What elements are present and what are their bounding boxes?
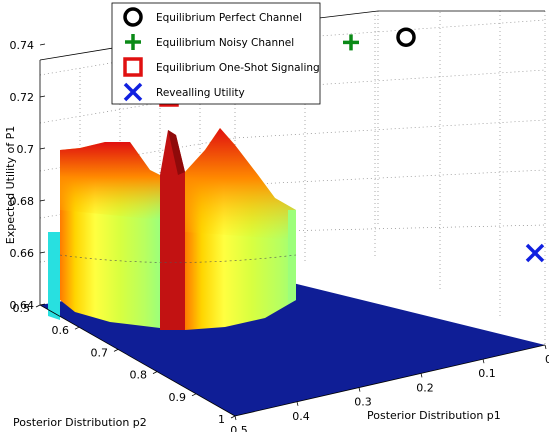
z-tick-mark xyxy=(39,199,46,202)
legend-marker-plus xyxy=(125,34,141,50)
x-tick-mark xyxy=(296,401,299,406)
y-tick-mark xyxy=(191,393,197,397)
z-axis-ticks: 0.64 0.66 0.68 0.7 0.72 0.74 xyxy=(10,39,46,312)
x-tick-mark xyxy=(420,373,423,378)
data-point-x xyxy=(525,243,545,263)
y-tick-mark xyxy=(230,415,236,419)
z-tick-label: 0.74 xyxy=(10,39,35,52)
z-tick-label: 0.7 xyxy=(17,143,35,156)
y-tick-label: 0.8 xyxy=(130,369,148,382)
legend-label: Revealling Utility xyxy=(156,87,245,99)
z-tick-label: 0.66 xyxy=(10,247,35,260)
legend-marker-square xyxy=(123,57,143,77)
legend-marker-circle xyxy=(123,7,143,27)
x-axis-ticks: 0.5 0.4 0.3 0.2 0.1 0 xyxy=(230,344,549,432)
z-tick-mark xyxy=(39,43,46,46)
y-tick-mark xyxy=(35,304,41,308)
legend-label: Equilibrium Perfect Channel xyxy=(156,12,302,24)
y-tick-mark xyxy=(113,349,119,352)
y-tick-mark xyxy=(74,326,80,330)
z-tick-mark xyxy=(39,251,46,254)
y-tick-mark xyxy=(152,371,158,374)
x-tick-label: 0.4 xyxy=(292,410,310,423)
legend-label: Equilibrium One-Shot Signaling xyxy=(156,62,320,74)
x-tick-label: 0 xyxy=(545,353,549,366)
z-tick-label: 0.68 xyxy=(10,195,35,208)
surface xyxy=(48,128,297,330)
legend-marker-x xyxy=(123,82,143,102)
front-edges xyxy=(39,304,546,417)
z-tick-mark xyxy=(39,147,46,150)
y-axis-ticks: 0.5 0.6 0.7 0.8 0.9 1 xyxy=(13,302,236,426)
legend: Equilibrium Perfect Channel Equilibrium N… xyxy=(111,2,321,105)
x-tick-mark xyxy=(482,359,485,364)
legend-label: Equilibrium Noisy Channel xyxy=(156,37,294,49)
legend-entry: Equilibrium One-Shot Signaling xyxy=(123,57,320,77)
x-tick-label: 0.5 xyxy=(230,424,248,432)
y-tick-label: 0.6 xyxy=(52,324,70,337)
y-tick-label: 1 xyxy=(218,413,225,426)
y-axis-label: Posterior Distribution p2 xyxy=(13,416,147,429)
x-tick-label: 0.3 xyxy=(354,396,372,409)
z-tick-label: 0.64 xyxy=(10,299,35,312)
data-point-circle xyxy=(396,27,416,47)
y-tick-label: 0.7 xyxy=(91,346,109,359)
data-point-plus xyxy=(343,34,359,51)
z-tick-mark xyxy=(39,95,46,98)
x-tick-label: 0.2 xyxy=(416,381,434,394)
legend-entry: Revealling Utility xyxy=(123,82,245,102)
x-tick-mark xyxy=(544,344,547,350)
x-tick-mark xyxy=(234,415,237,421)
legend-entry: Equilibrium Noisy Channel xyxy=(125,34,294,50)
z-axis-label: Expected Utility of P1 xyxy=(4,126,17,244)
x-tick-mark xyxy=(358,387,361,392)
y-tick-label: 0.5 xyxy=(13,302,31,315)
z-tick-mark xyxy=(39,303,46,306)
y-tick-label: 0.9 xyxy=(169,391,187,404)
x-axis-label: Posterior Distribution p1 xyxy=(367,409,501,422)
z-tick-label: 0.72 xyxy=(10,91,35,104)
legend-entry: Equilibrium Perfect Channel xyxy=(123,7,302,27)
x-tick-label: 0.1 xyxy=(478,367,496,380)
